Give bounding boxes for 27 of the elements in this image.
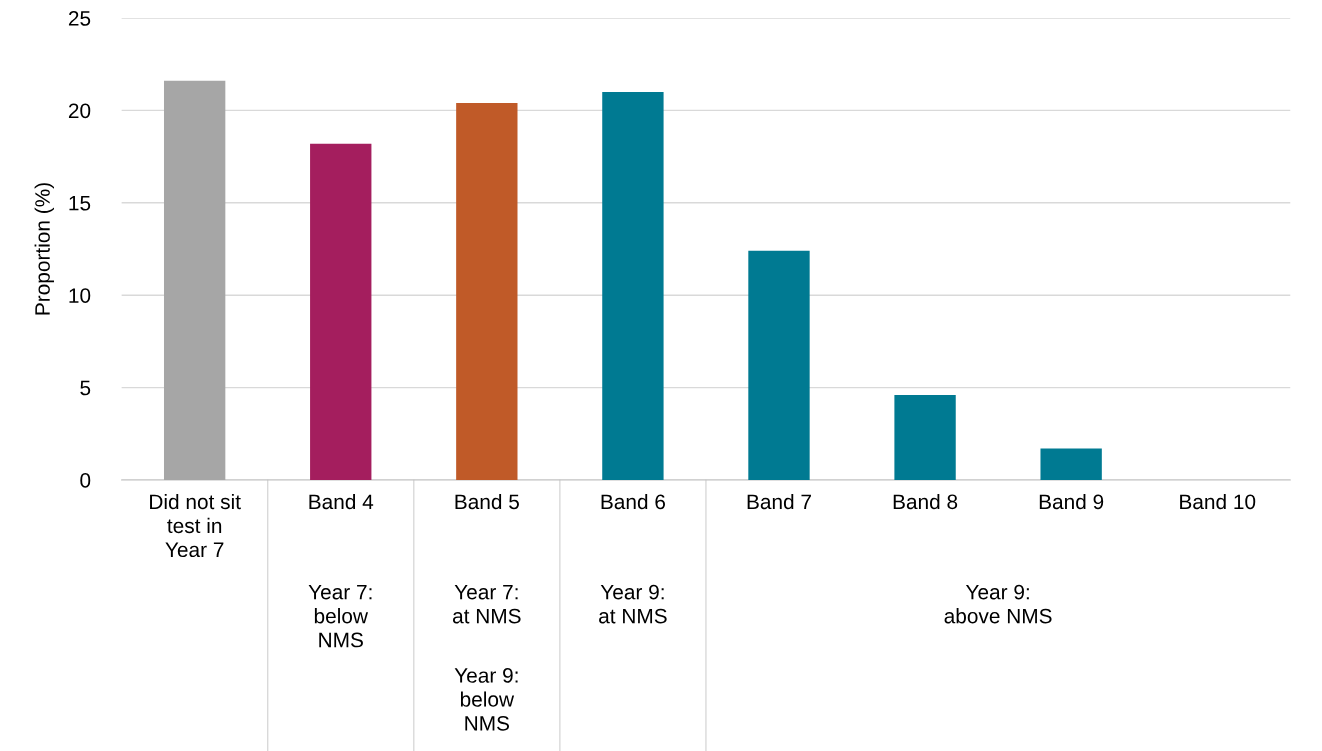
x-tick-label: Band 6	[601, 493, 666, 510]
bar	[1040, 448, 1102, 480]
bar	[456, 103, 518, 480]
text: Year 7: at NMS	[452, 584, 521, 624]
x-tick-label: Band 8	[893, 493, 958, 510]
y-tick-label: 25	[68, 11, 91, 26]
y-tick-label: 5	[80, 380, 91, 396]
bar	[310, 143, 372, 480]
y-axis-title: Proportion (%)	[34, 183, 55, 315]
text: Year 9: above NMS	[944, 584, 1052, 624]
x-tick-label: Did not sit test in Year 7	[150, 493, 241, 558]
y-tick-label: 20	[68, 103, 91, 119]
y-tick-label: 15	[69, 196, 91, 211]
y-tick-label: 0	[80, 473, 91, 488]
bar	[748, 250, 810, 480]
y-tick-label: 10	[69, 288, 91, 303]
bar	[894, 394, 956, 480]
text: Year 9: below NMS	[454, 668, 518, 731]
text: Year 7: below NMS	[308, 584, 372, 648]
x-tick-label: Band 10	[1180, 493, 1256, 510]
x-tick-label: Band 9	[1039, 493, 1104, 510]
text: Year 9: at NMS	[599, 584, 667, 624]
x-tick-label: Band 5	[455, 493, 519, 510]
bar	[602, 91, 664, 480]
x-tick-label: Band 7	[747, 493, 811, 510]
bar	[163, 80, 226, 480]
x-tick-label: Band 4	[309, 493, 374, 510]
